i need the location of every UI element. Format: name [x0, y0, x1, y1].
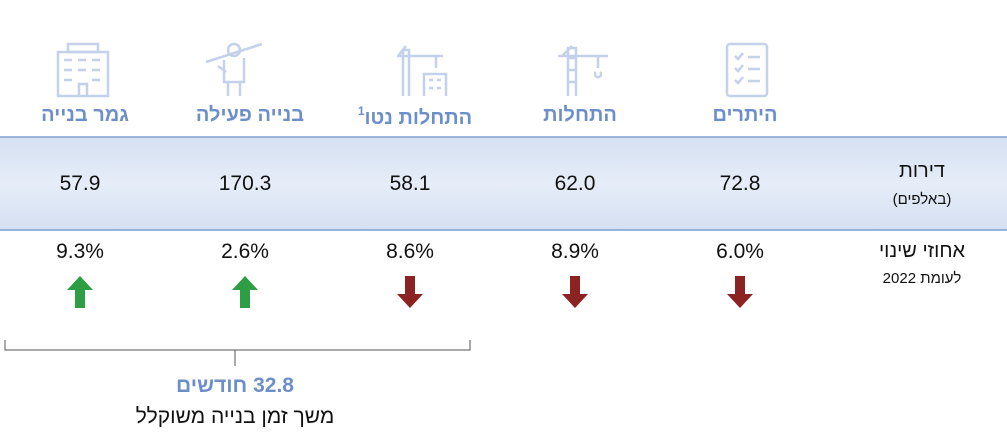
worker-icon	[205, 42, 263, 96]
arrow-up	[67, 276, 93, 308]
crane-icon	[558, 45, 608, 96]
header-text: בנייה פעילה	[195, 104, 305, 126]
icons	[56, 42, 769, 98]
column-header: היתרים	[645, 104, 845, 127]
change: 6.0%	[716, 240, 764, 263]
column-header: התחלות	[480, 104, 680, 127]
arrow-down	[397, 276, 423, 308]
column-header: בנייה פעילה	[150, 104, 350, 127]
value: 170.3	[218, 172, 272, 195]
column-header: גמר בנייה	[0, 104, 185, 127]
value: 57.9	[59, 172, 101, 195]
arrow-down	[727, 276, 753, 308]
row-label: אחוזי שינוי	[878, 240, 966, 262]
bracket	[4, 340, 471, 366]
building-icon	[56, 42, 110, 98]
permit-icon	[725, 42, 769, 98]
row-label: דירות	[899, 160, 945, 182]
arrow-up	[232, 276, 258, 308]
header-text: התחלות	[543, 104, 617, 126]
bracket-value: 32.8 חודשים	[176, 374, 294, 397]
row-sublabel: לעומת 2022	[882, 270, 962, 287]
crane-building-icon	[397, 45, 448, 96]
arrow-down	[562, 276, 588, 308]
row-sublabel: (באלפים)	[892, 191, 952, 208]
column-header: התחלות נטו1	[315, 104, 515, 130]
value: 62.0	[554, 172, 596, 195]
change: 8.6%	[386, 240, 434, 263]
value: 58.1	[389, 172, 431, 195]
change: 9.3%	[56, 240, 104, 263]
value: 72.8	[719, 172, 761, 195]
value-band	[0, 137, 1007, 230]
header-text: התחלות נטו	[364, 107, 473, 129]
change: 2.6%	[221, 240, 269, 263]
header-text: גמר בנייה	[41, 104, 129, 126]
bracket-label: משך זמן בנייה משוקלל	[135, 405, 335, 428]
header-text: היתרים	[712, 104, 778, 126]
change: 8.9%	[551, 240, 599, 263]
footnote-marker: 1	[357, 104, 365, 118]
